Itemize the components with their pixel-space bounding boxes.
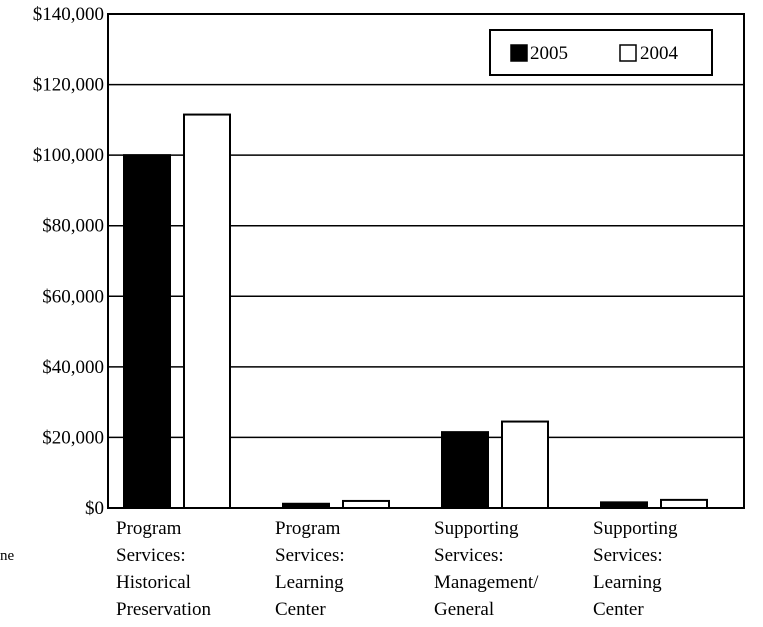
- x-axis-category-labels: Program Services: Historical Preservation Pr…: [116, 518, 678, 620]
- bar-2005-0: [123, 154, 171, 509]
- bar-2004-2: [501, 420, 549, 509]
- plot-frame: [107, 13, 745, 509]
- y-tick-label: $100,000: [33, 145, 104, 166]
- y-tick-label: $120,000: [33, 75, 104, 96]
- legend-label-2005: 2005: [530, 43, 568, 64]
- legend-label-2004: 2004: [640, 43, 679, 64]
- category-label: Program Services: Historical Preservation: [116, 518, 211, 620]
- y-tick-label: $0: [85, 498, 104, 519]
- bar-2004-0: [183, 113, 231, 509]
- y-tick-label: $40,000: [42, 357, 104, 378]
- category-label: Program Services: Learning Center: [275, 518, 345, 620]
- y-tick-label: $20,000: [42, 427, 104, 448]
- y-tick-label: $60,000: [42, 286, 104, 307]
- category-label: Supporting Services: Management/General: [434, 518, 539, 620]
- legend: 2005 2004: [489, 29, 713, 76]
- bar-2004-3: [660, 498, 708, 509]
- legend-swatch-2005: [510, 44, 528, 62]
- bars: [123, 113, 708, 510]
- cropped-left-text: ne: [0, 548, 15, 564]
- bar-2005-2: [441, 431, 489, 509]
- category-label: Supporting Services: Learning Center: [593, 518, 678, 620]
- y-axis-tick-labels: $0 $20,000 $40,000 $60,000 $80,000 $100,000 $1…: [33, 4, 104, 519]
- bar-2004-1: [342, 499, 390, 510]
- legend-swatch-2004: [619, 44, 637, 62]
- y-tick-label: $80,000: [42, 216, 104, 237]
- y-tick-label: $140,000: [33, 4, 104, 25]
